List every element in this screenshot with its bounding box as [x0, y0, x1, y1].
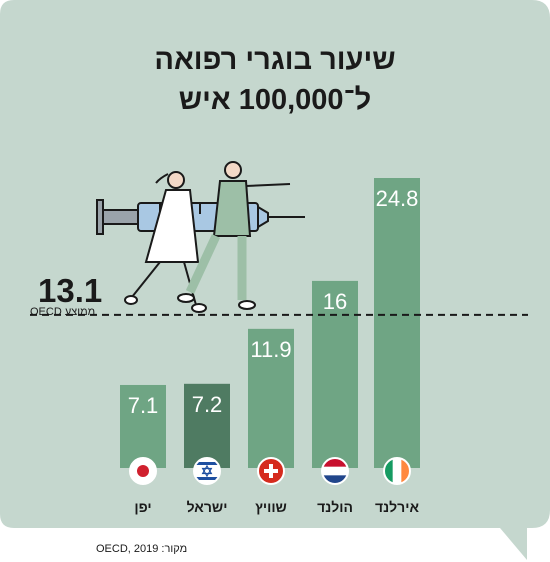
source-note: מקור: OECD, 2019 [96, 543, 188, 555]
bar-value-label: 24.8 [376, 186, 419, 211]
japan-flag-icon [129, 457, 157, 485]
bar-2 [248, 328, 294, 468]
bar-4 [374, 178, 420, 468]
bar-3 [312, 280, 358, 468]
oecd-average-value: 13.1 [38, 272, 103, 309]
category-label: ישראל [187, 499, 228, 515]
bar-1 [184, 383, 230, 468]
bar-value-label: 16 [323, 289, 347, 314]
bar-value-label: 7.1 [128, 393, 159, 418]
category-label: יפן [134, 499, 151, 515]
bar-value-label: 7.2 [192, 392, 223, 417]
chart-title-line2: ל־100,000 איש [178, 84, 372, 116]
bar-0 [120, 384, 166, 468]
doctor-figure-icon [177, 161, 291, 310]
netherlands-flag-icon [321, 457, 349, 485]
bar-value-label: 11.9 [250, 337, 291, 362]
israel-flag-icon [193, 457, 221, 485]
category-label: הולנד [317, 499, 353, 515]
category-label: שוויץ [255, 499, 287, 515]
category-label: אירלנד [375, 499, 419, 515]
switzerland-flag-icon [257, 457, 285, 485]
chart-title-line1: שיעור בוגרי רפואה [154, 44, 396, 76]
oecd-average-label: ממוצע OECD [30, 306, 96, 318]
ireland-flag-icon [383, 457, 411, 485]
